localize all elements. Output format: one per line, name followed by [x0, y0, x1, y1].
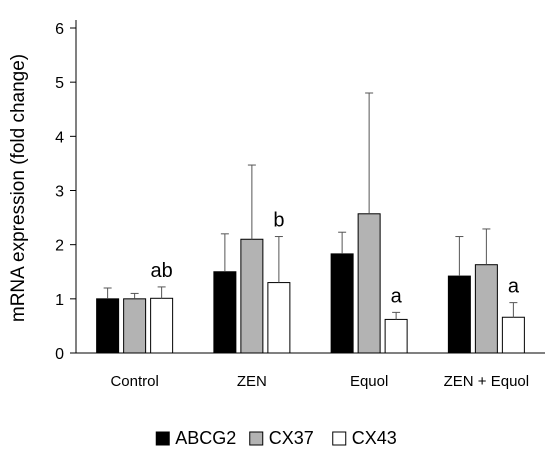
category-labels: Control ZEN Equol ZEN + Equol [110, 373, 529, 390]
category-label: Control [110, 373, 158, 390]
legend-label: CX37 [269, 428, 314, 448]
y-tick-label: 2 [55, 238, 64, 255]
bar [384, 318, 408, 354]
significance-label: a [508, 276, 520, 298]
legend-swatch [155, 431, 170, 446]
significance-label: ab [151, 260, 173, 282]
significance-label: a [391, 285, 403, 307]
bar [501, 316, 525, 354]
category-label: ZEN [237, 373, 267, 390]
bar [150, 297, 174, 354]
y-ticks: 0 1 2 3 4 5 6 [55, 21, 76, 363]
bars [96, 213, 525, 354]
y-tick-label: 6 [55, 21, 64, 38]
bar [330, 253, 354, 354]
y-tick-label: 1 [55, 292, 64, 309]
bar [240, 238, 264, 354]
legend-swatch [332, 431, 347, 446]
legend: ABCG2 CX37 CX43 [155, 428, 397, 448]
y-tick-label: 3 [55, 184, 64, 201]
y-tick-label: 5 [55, 75, 64, 92]
legend-swatch [249, 431, 264, 446]
y-axis-label: mRNA expression (fold change) [8, 54, 29, 322]
legend-label: ABCG2 [175, 428, 236, 448]
y-tick-label: 4 [55, 129, 64, 146]
category-label: ZEN + Equol [444, 373, 529, 390]
y-tick-label: 0 [55, 346, 64, 363]
bar [213, 271, 237, 354]
bar [123, 298, 147, 354]
error-bars [103, 92, 518, 320]
legend-label: CX43 [352, 428, 397, 448]
bar [474, 264, 498, 354]
bar [267, 282, 291, 354]
annotations: ab b a a [151, 210, 520, 308]
bar [447, 275, 471, 354]
bar [357, 213, 381, 354]
category-label: Equol [350, 373, 388, 390]
significance-label: b [273, 210, 284, 232]
axes [75, 20, 545, 354]
bar [96, 298, 120, 354]
